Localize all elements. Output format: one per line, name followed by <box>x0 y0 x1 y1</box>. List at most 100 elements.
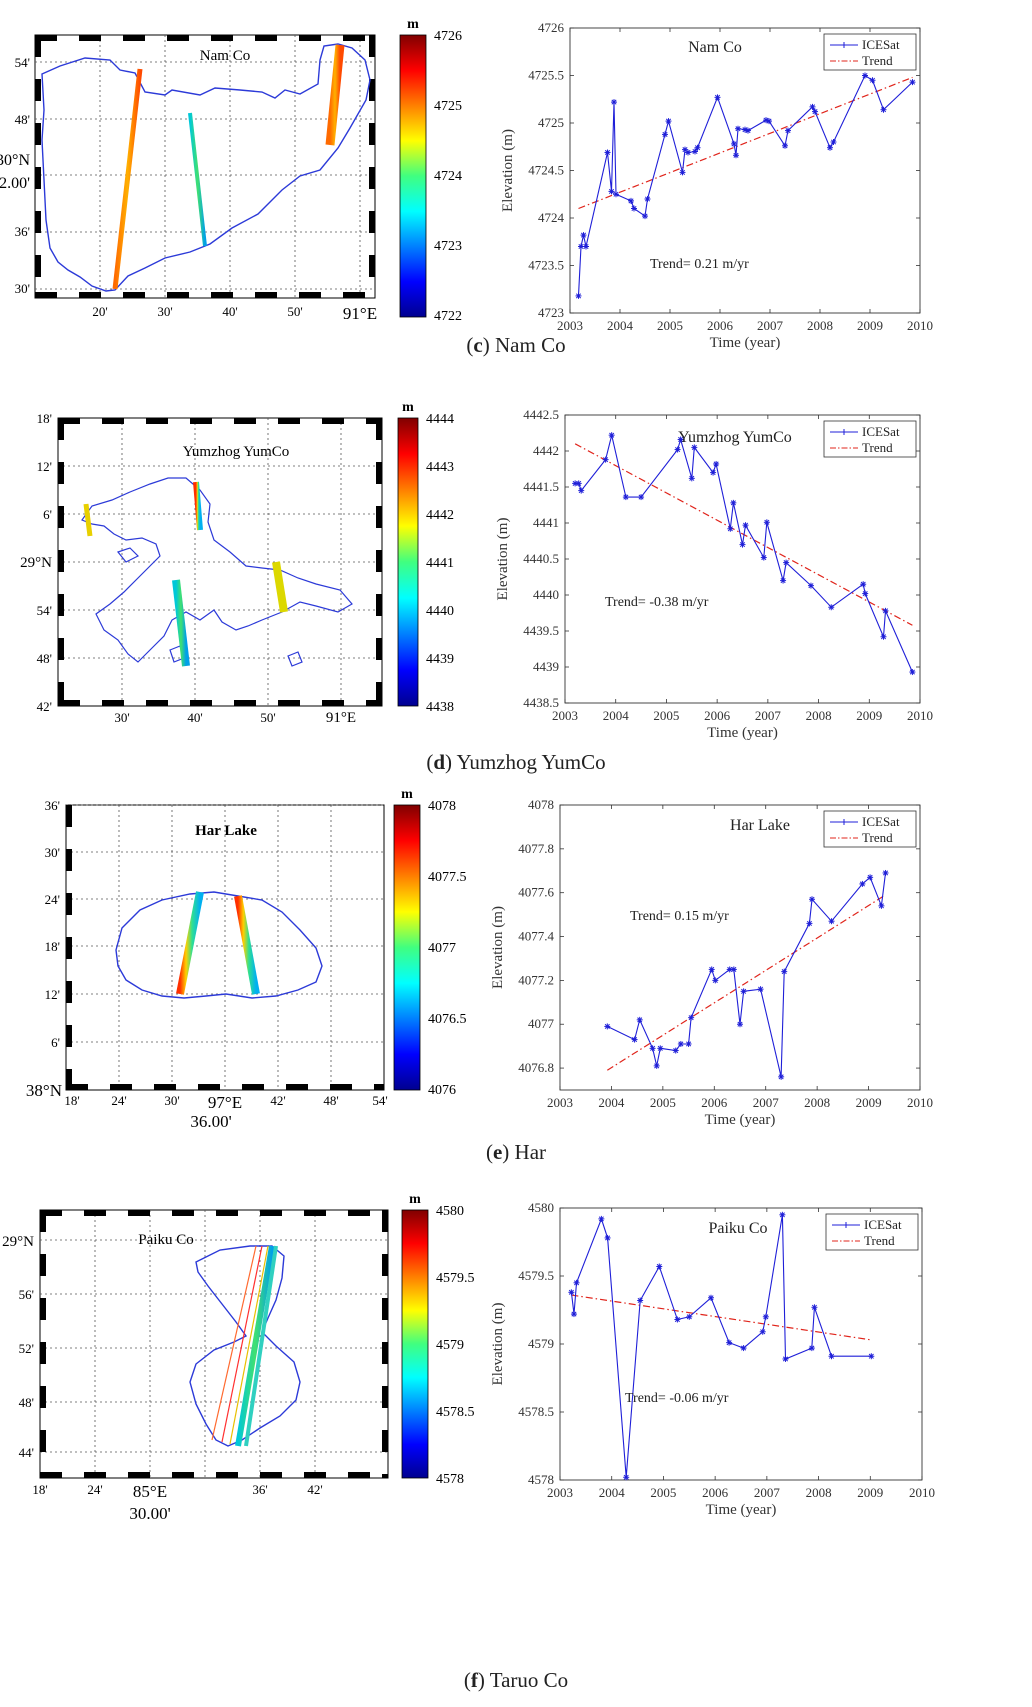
map-x-tick: 24' <box>87 1482 102 1497</box>
panel-caption: (d) Yumzhog YumCo <box>426 750 606 774</box>
x-axis-label: Time (year) <box>710 335 781 351</box>
map-x-tick: 91°E <box>326 710 356 726</box>
data-point <box>712 977 719 984</box>
data-point <box>726 1339 733 1346</box>
x-tick-label: 2005 <box>653 708 679 723</box>
legend-box <box>825 1213 919 1251</box>
x-tick-label: 2005 <box>657 318 683 333</box>
data-point <box>827 144 833 151</box>
x-tick-label: 2010 <box>907 1095 933 1110</box>
data-point <box>688 475 695 482</box>
colorbar: m 4580 4579.5 4579 4578.5 4578 <box>401 1192 475 1487</box>
map-y-tick: 24' <box>45 892 60 907</box>
x-tick-label: 2007 <box>755 708 782 723</box>
map-x-tick: 40' <box>222 304 237 319</box>
data-point <box>745 127 751 134</box>
y-tick-label: 4442 <box>533 443 559 458</box>
y-tick-label: 4725 <box>538 115 564 130</box>
x-tick-label: 2009 <box>857 318 883 333</box>
data-point <box>570 1311 577 1318</box>
data-point <box>783 559 790 566</box>
x-tick-label: 2007 <box>753 1095 780 1110</box>
colorbar-tick: 4724 <box>434 169 462 184</box>
data-point <box>880 106 887 113</box>
data-point <box>657 1045 664 1052</box>
legend-box <box>823 420 917 458</box>
panel-caption: (f) Taruo Co <box>463 1668 569 1692</box>
data-point <box>828 918 835 925</box>
data-point <box>685 1040 692 1047</box>
map-x-tick: 36' <box>252 1482 267 1497</box>
map-y-tick: 54' <box>15 55 30 70</box>
data-point <box>583 243 589 250</box>
data-point <box>694 144 701 151</box>
x-tick-label: 2004 <box>603 708 630 723</box>
trend-annotation: Trend= -0.06 m/yr <box>625 1391 729 1406</box>
caption-letter: e <box>492 1140 503 1164</box>
x-tick-label: 2010 <box>907 318 933 333</box>
trend-annotation: Trend= -0.38 m/yr <box>605 595 709 610</box>
map-x-tick: 50' <box>287 304 302 319</box>
y-tick-label: 4078 <box>528 797 554 812</box>
map-y-tick: 6' <box>43 507 52 522</box>
x-tick-label: 2004 <box>598 1095 625 1110</box>
map-yumzhog-yumco: Yumzhog YumCo 18' 12' 6' 29°N 54' 48' 42… <box>20 400 454 726</box>
data-point <box>862 72 868 79</box>
data-point <box>811 1304 818 1311</box>
colorbar-tick: 4725 <box>434 99 462 114</box>
data-point <box>727 525 734 532</box>
y-tick-label: 4440 <box>533 587 559 602</box>
y-tick-label: 4077 <box>528 1016 555 1031</box>
x-tick-label: 2006 <box>704 708 731 723</box>
trend-line <box>578 76 913 210</box>
colorbar-tick: 4580 <box>436 1204 464 1219</box>
trend-line <box>606 894 886 1071</box>
map-paiku-co: Paiku Co 29°N 56' 52' 48' 44' 18' 24' 85… <box>2 1192 474 1523</box>
map-y-tick: 44' <box>19 1445 34 1460</box>
y-tick-label: 4579 <box>528 1336 554 1351</box>
caption-text: Yumzhog YumCo <box>456 750 606 774</box>
map-y-tick: 29°N <box>2 1234 34 1250</box>
map-frame-ticks <box>66 805 384 1090</box>
icesat-track <box>176 891 204 995</box>
x-tick-label: 2010 <box>907 708 933 723</box>
y-tick-label: 4724.5 <box>528 163 564 178</box>
data-point <box>781 968 788 975</box>
data-point <box>649 1045 656 1052</box>
data-point <box>763 117 769 124</box>
map-y-tick: 36' <box>15 224 30 239</box>
map-har-lake: Har Lake 36' 30' 24' 18' 12' 6' 38°N 18'… <box>26 787 467 1131</box>
map-nam-co: Nam Co 54' 48' 30°N 42.00' 36' 30' 20' 3… <box>0 17 462 324</box>
data-point <box>613 191 619 198</box>
y-tick-label: 4578 <box>528 1472 554 1487</box>
data-point <box>882 869 889 876</box>
y-tick-label: 4725.5 <box>528 68 564 83</box>
data-point <box>578 487 585 494</box>
legend-marker <box>841 42 847 48</box>
data-point <box>780 577 787 584</box>
data-point <box>602 456 609 463</box>
lake-outline <box>115 891 323 999</box>
y-tick-label: 4578.5 <box>518 1404 554 1419</box>
data-point <box>909 79 916 86</box>
legend-label: ICESat <box>862 814 900 829</box>
x-axis-label: Time (year) <box>705 1112 776 1128</box>
x-tick-label: 2003 <box>547 1485 573 1500</box>
colorbar-tick: 4077.5 <box>428 870 467 885</box>
data-point <box>611 99 617 106</box>
x-tick-label: 2008 <box>804 1095 830 1110</box>
data-point <box>733 152 739 159</box>
data-point <box>679 169 686 176</box>
map-x-tick: 85°E <box>133 1482 167 1501</box>
plot-area <box>559 1207 923 1481</box>
map-y-ticks: 36' 30' 24' 18' 12' 6' 38°N <box>26 798 62 1100</box>
legend-label: Trend <box>864 1233 895 1248</box>
data-point <box>740 988 747 995</box>
colorbar: m 4078 4077.5 4077 4076.5 4076 <box>393 787 467 1098</box>
x-tick-label: 2008 <box>806 1485 832 1500</box>
map-x-ticks: 18' 24' 85°E 36' 42' 30.00' <box>32 1482 322 1523</box>
map-y-tick: 18' <box>37 411 52 426</box>
data-point <box>575 480 582 487</box>
